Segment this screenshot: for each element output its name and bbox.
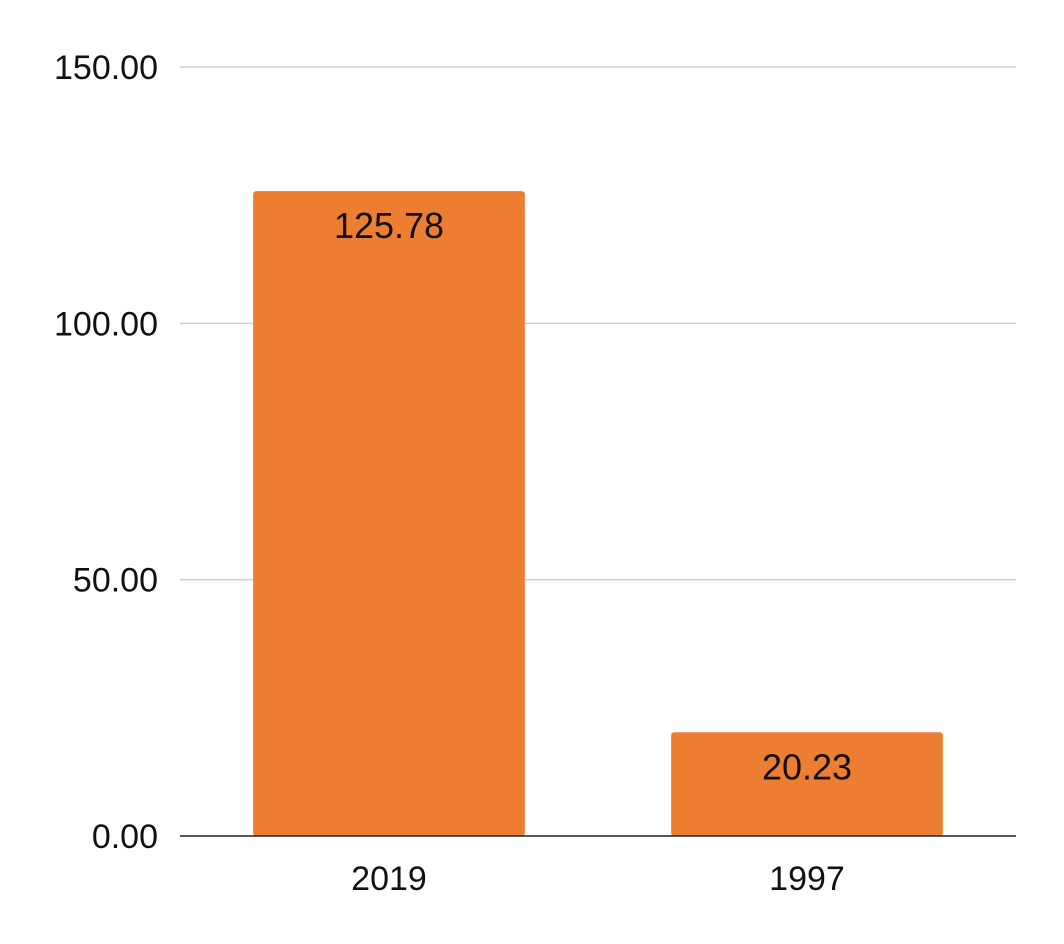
bars	[253, 191, 943, 837]
data-labels: 125.78 20.23	[334, 205, 852, 787]
data-label-2019: 125.78	[334, 205, 444, 246]
bar-2019	[253, 191, 525, 837]
x-tick-label: 1997	[769, 860, 845, 898]
y-tick-label: 100.00	[54, 305, 158, 343]
x-axis-tick-labels: 2019 1997	[351, 860, 845, 898]
y-tick-label: 150.00	[54, 49, 158, 87]
y-tick-label: 50.00	[73, 562, 158, 600]
bar-1997	[671, 732, 943, 836]
y-axis-tick-labels: 0.00 50.00 100.00 150.00	[54, 49, 158, 856]
y-tick-label: 0.00	[92, 818, 158, 856]
x-tick-label: 2019	[351, 860, 427, 898]
data-label-1997: 20.23	[762, 746, 852, 787]
